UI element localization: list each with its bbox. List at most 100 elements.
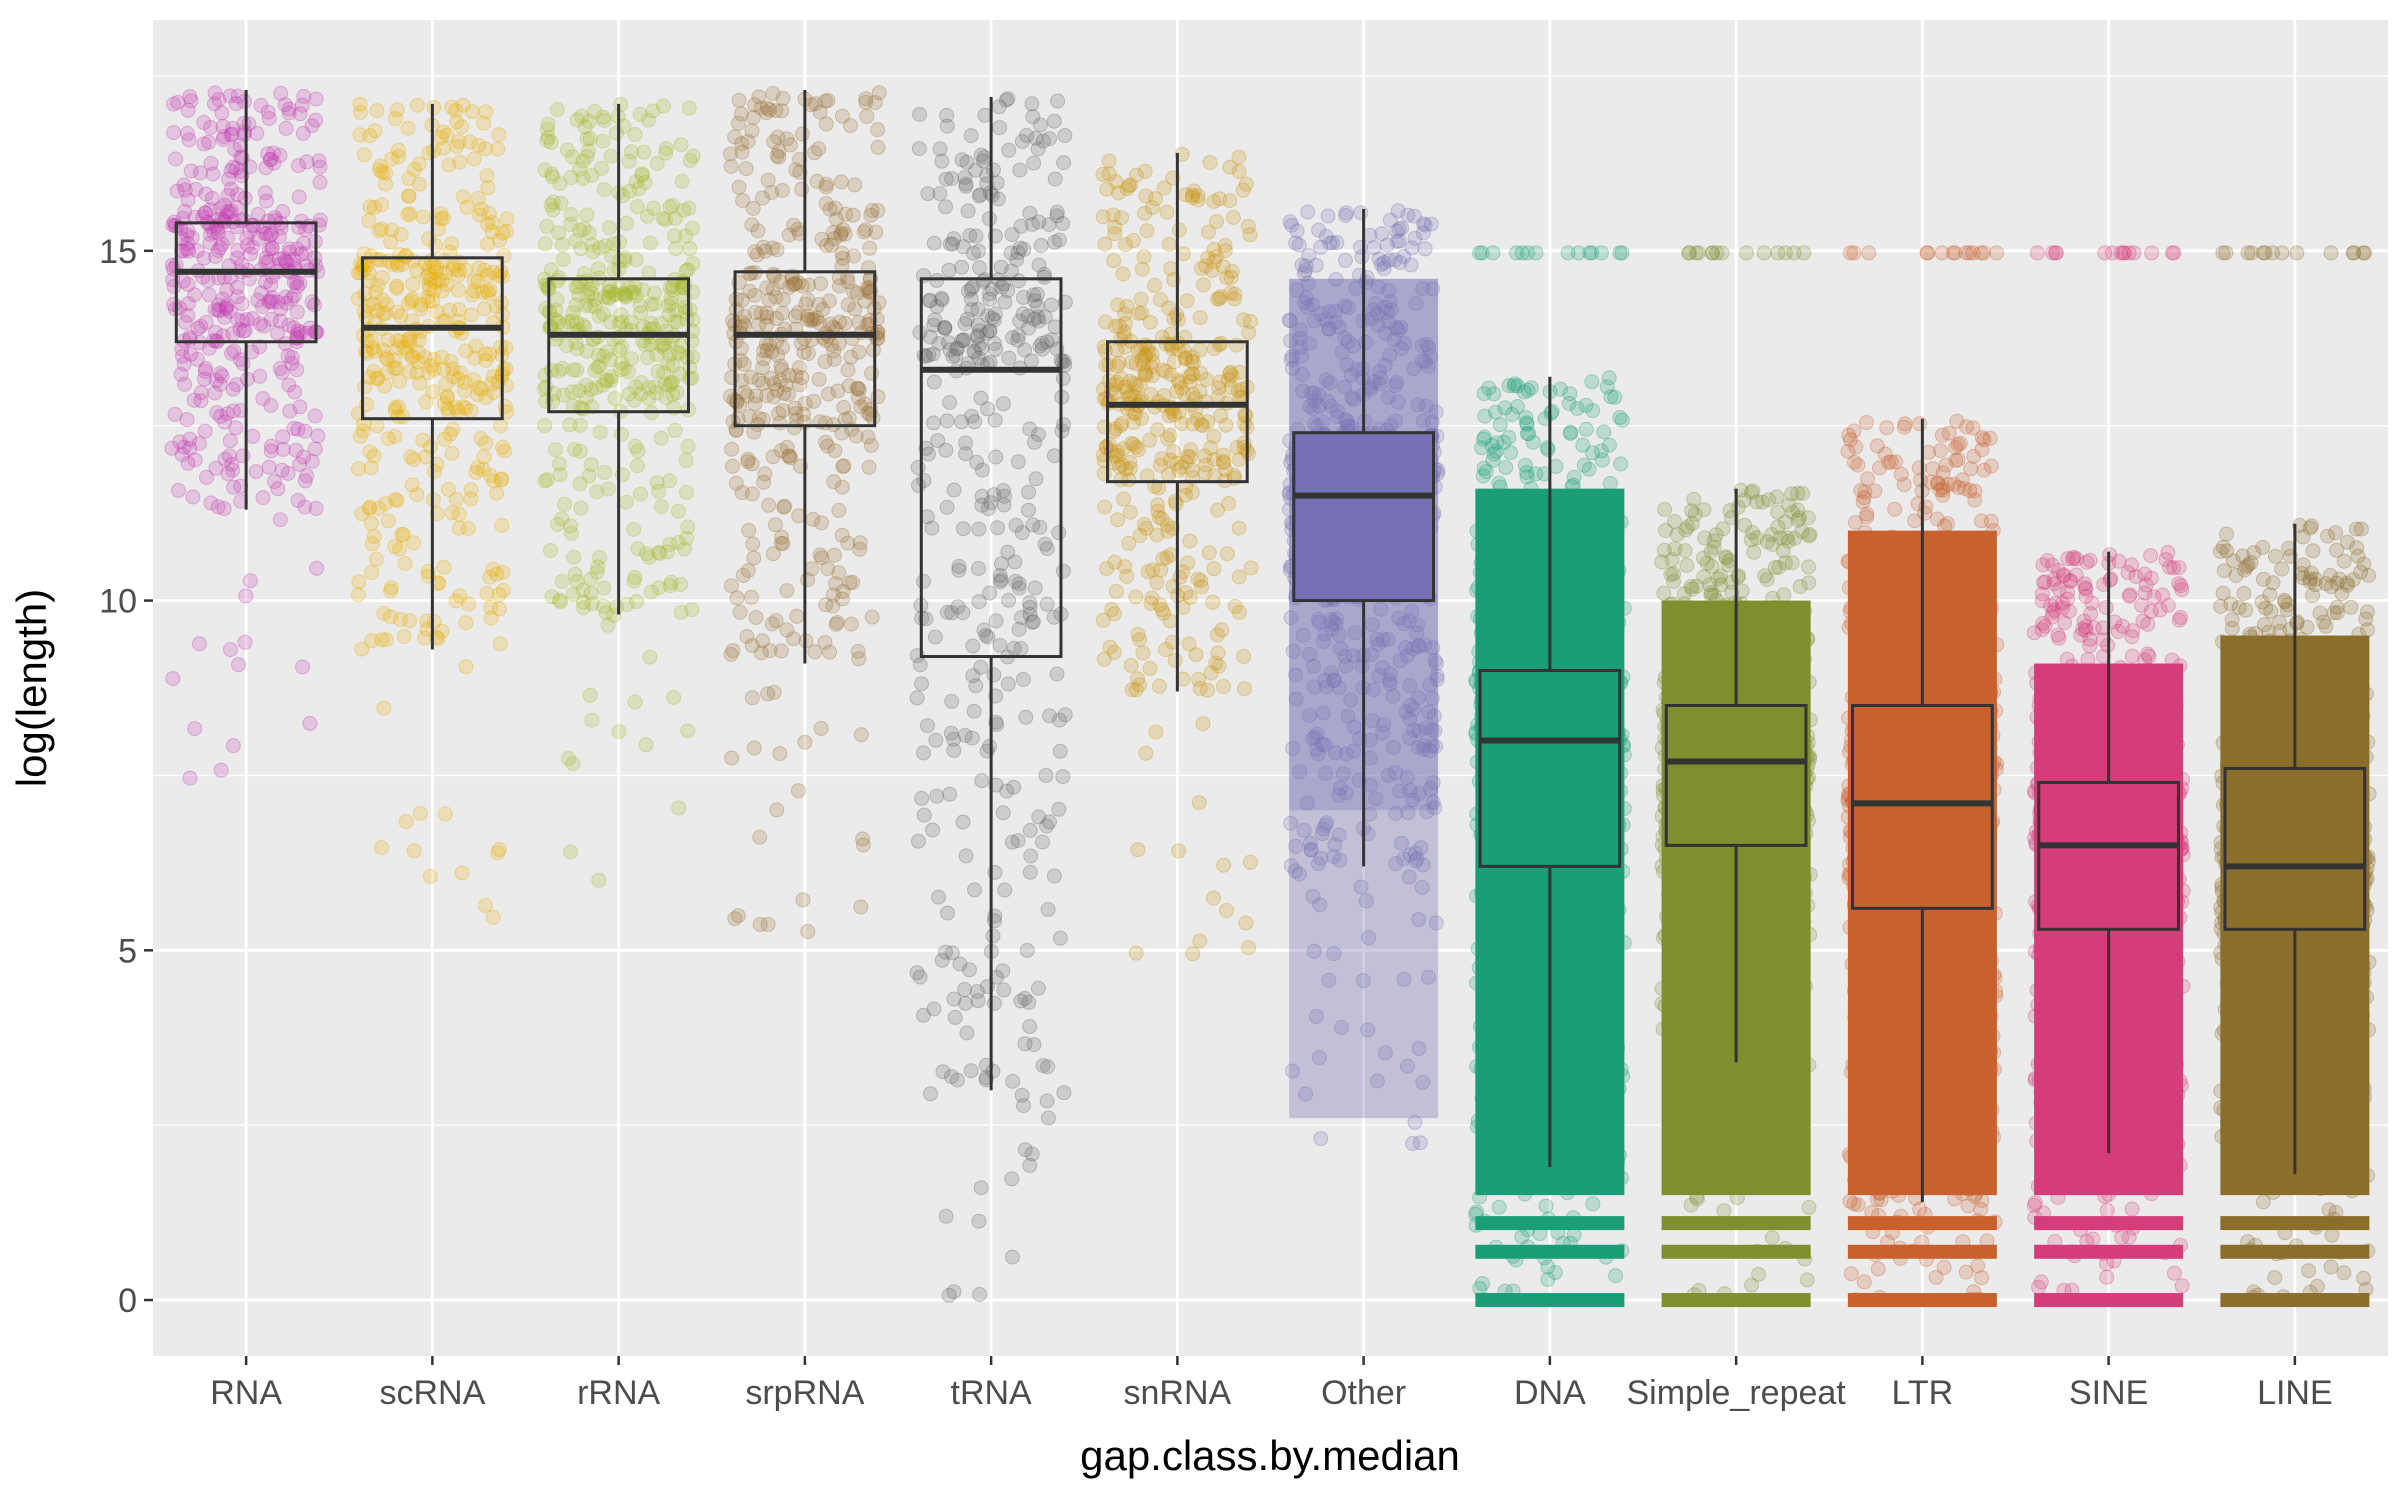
data-point xyxy=(277,336,293,352)
data-point xyxy=(1137,163,1153,179)
data-point xyxy=(362,199,378,215)
data-point xyxy=(1569,400,1585,416)
data-point xyxy=(954,259,970,275)
data-point xyxy=(831,502,847,518)
data-point xyxy=(992,120,1008,136)
data-point xyxy=(466,151,482,167)
data-point xyxy=(219,297,235,313)
data-point xyxy=(834,425,850,441)
data-point xyxy=(662,473,678,489)
data-point xyxy=(434,283,450,299)
data-point xyxy=(779,622,795,638)
data-point xyxy=(1584,245,1600,261)
data-point xyxy=(1026,155,1042,171)
data-point xyxy=(1208,655,1224,671)
data-point xyxy=(263,277,279,293)
data-point xyxy=(731,92,747,108)
data-point xyxy=(955,814,971,830)
data-point xyxy=(592,424,608,440)
data-point xyxy=(261,459,277,475)
data-point xyxy=(225,462,241,478)
data-point xyxy=(389,102,405,118)
data-point xyxy=(744,589,759,605)
data-point xyxy=(286,275,302,290)
data-point xyxy=(253,285,269,301)
data-point xyxy=(1138,745,1154,761)
data-point xyxy=(986,995,1002,1011)
data-point xyxy=(1171,222,1187,238)
data-point xyxy=(986,667,1002,683)
data-point xyxy=(406,452,422,468)
data-point xyxy=(576,600,591,616)
data-point xyxy=(649,156,665,171)
data-point xyxy=(415,432,431,448)
data-point xyxy=(220,466,236,482)
data-point xyxy=(1337,252,1353,268)
data-point xyxy=(643,584,659,600)
data-point xyxy=(1010,833,1026,849)
data-point xyxy=(183,93,199,109)
data-point xyxy=(1217,243,1233,259)
data-point xyxy=(859,108,875,124)
data-point xyxy=(658,212,673,227)
data-point xyxy=(308,91,324,107)
data-point xyxy=(1503,445,1518,461)
data-point xyxy=(399,344,415,360)
data-point xyxy=(1539,440,1555,456)
data-point xyxy=(221,171,236,187)
data-point xyxy=(352,428,368,444)
data-point xyxy=(294,97,310,113)
data-point xyxy=(411,332,427,348)
data-point xyxy=(966,703,982,719)
data-point xyxy=(201,340,217,356)
data-point xyxy=(484,376,500,392)
data-point xyxy=(490,141,506,157)
data-point xyxy=(350,587,366,603)
data-point xyxy=(1123,177,1139,193)
data-point xyxy=(252,316,268,332)
data-point xyxy=(653,430,669,446)
data-point xyxy=(817,93,833,109)
data-point xyxy=(208,372,224,388)
data-point xyxy=(380,431,396,447)
data-point xyxy=(1015,672,1031,687)
data-point xyxy=(1101,153,1117,169)
data-point xyxy=(211,297,227,313)
data-point xyxy=(387,429,403,444)
data-point xyxy=(225,738,241,754)
data-point xyxy=(169,183,185,199)
data-point xyxy=(1221,496,1237,511)
data-point xyxy=(411,156,427,172)
data-point xyxy=(426,283,442,299)
data-point xyxy=(214,236,230,252)
data-point xyxy=(223,203,239,219)
data-point xyxy=(281,241,297,257)
data-point xyxy=(253,97,269,113)
data-point xyxy=(189,243,205,259)
plot-panel xyxy=(153,20,2388,1356)
data-point xyxy=(813,720,829,736)
data-point xyxy=(772,746,788,762)
data-point xyxy=(1799,1272,1815,1288)
data-point xyxy=(400,120,416,136)
data-point xyxy=(755,633,770,649)
data-point xyxy=(477,346,493,362)
data-point xyxy=(368,551,384,567)
data-point xyxy=(442,426,458,442)
data-point xyxy=(172,434,188,450)
data-point xyxy=(266,155,282,171)
data-point xyxy=(773,643,789,659)
data-point xyxy=(1163,261,1179,277)
data-point xyxy=(182,89,198,105)
data-point xyxy=(1001,142,1017,158)
data-point xyxy=(1209,214,1224,230)
data-point xyxy=(1212,289,1228,305)
data-point xyxy=(747,97,763,113)
data-point xyxy=(180,277,196,292)
data-point xyxy=(411,354,426,370)
data-point xyxy=(739,629,755,644)
data-point xyxy=(485,561,501,577)
data-point xyxy=(286,320,302,336)
data-point xyxy=(671,800,687,816)
